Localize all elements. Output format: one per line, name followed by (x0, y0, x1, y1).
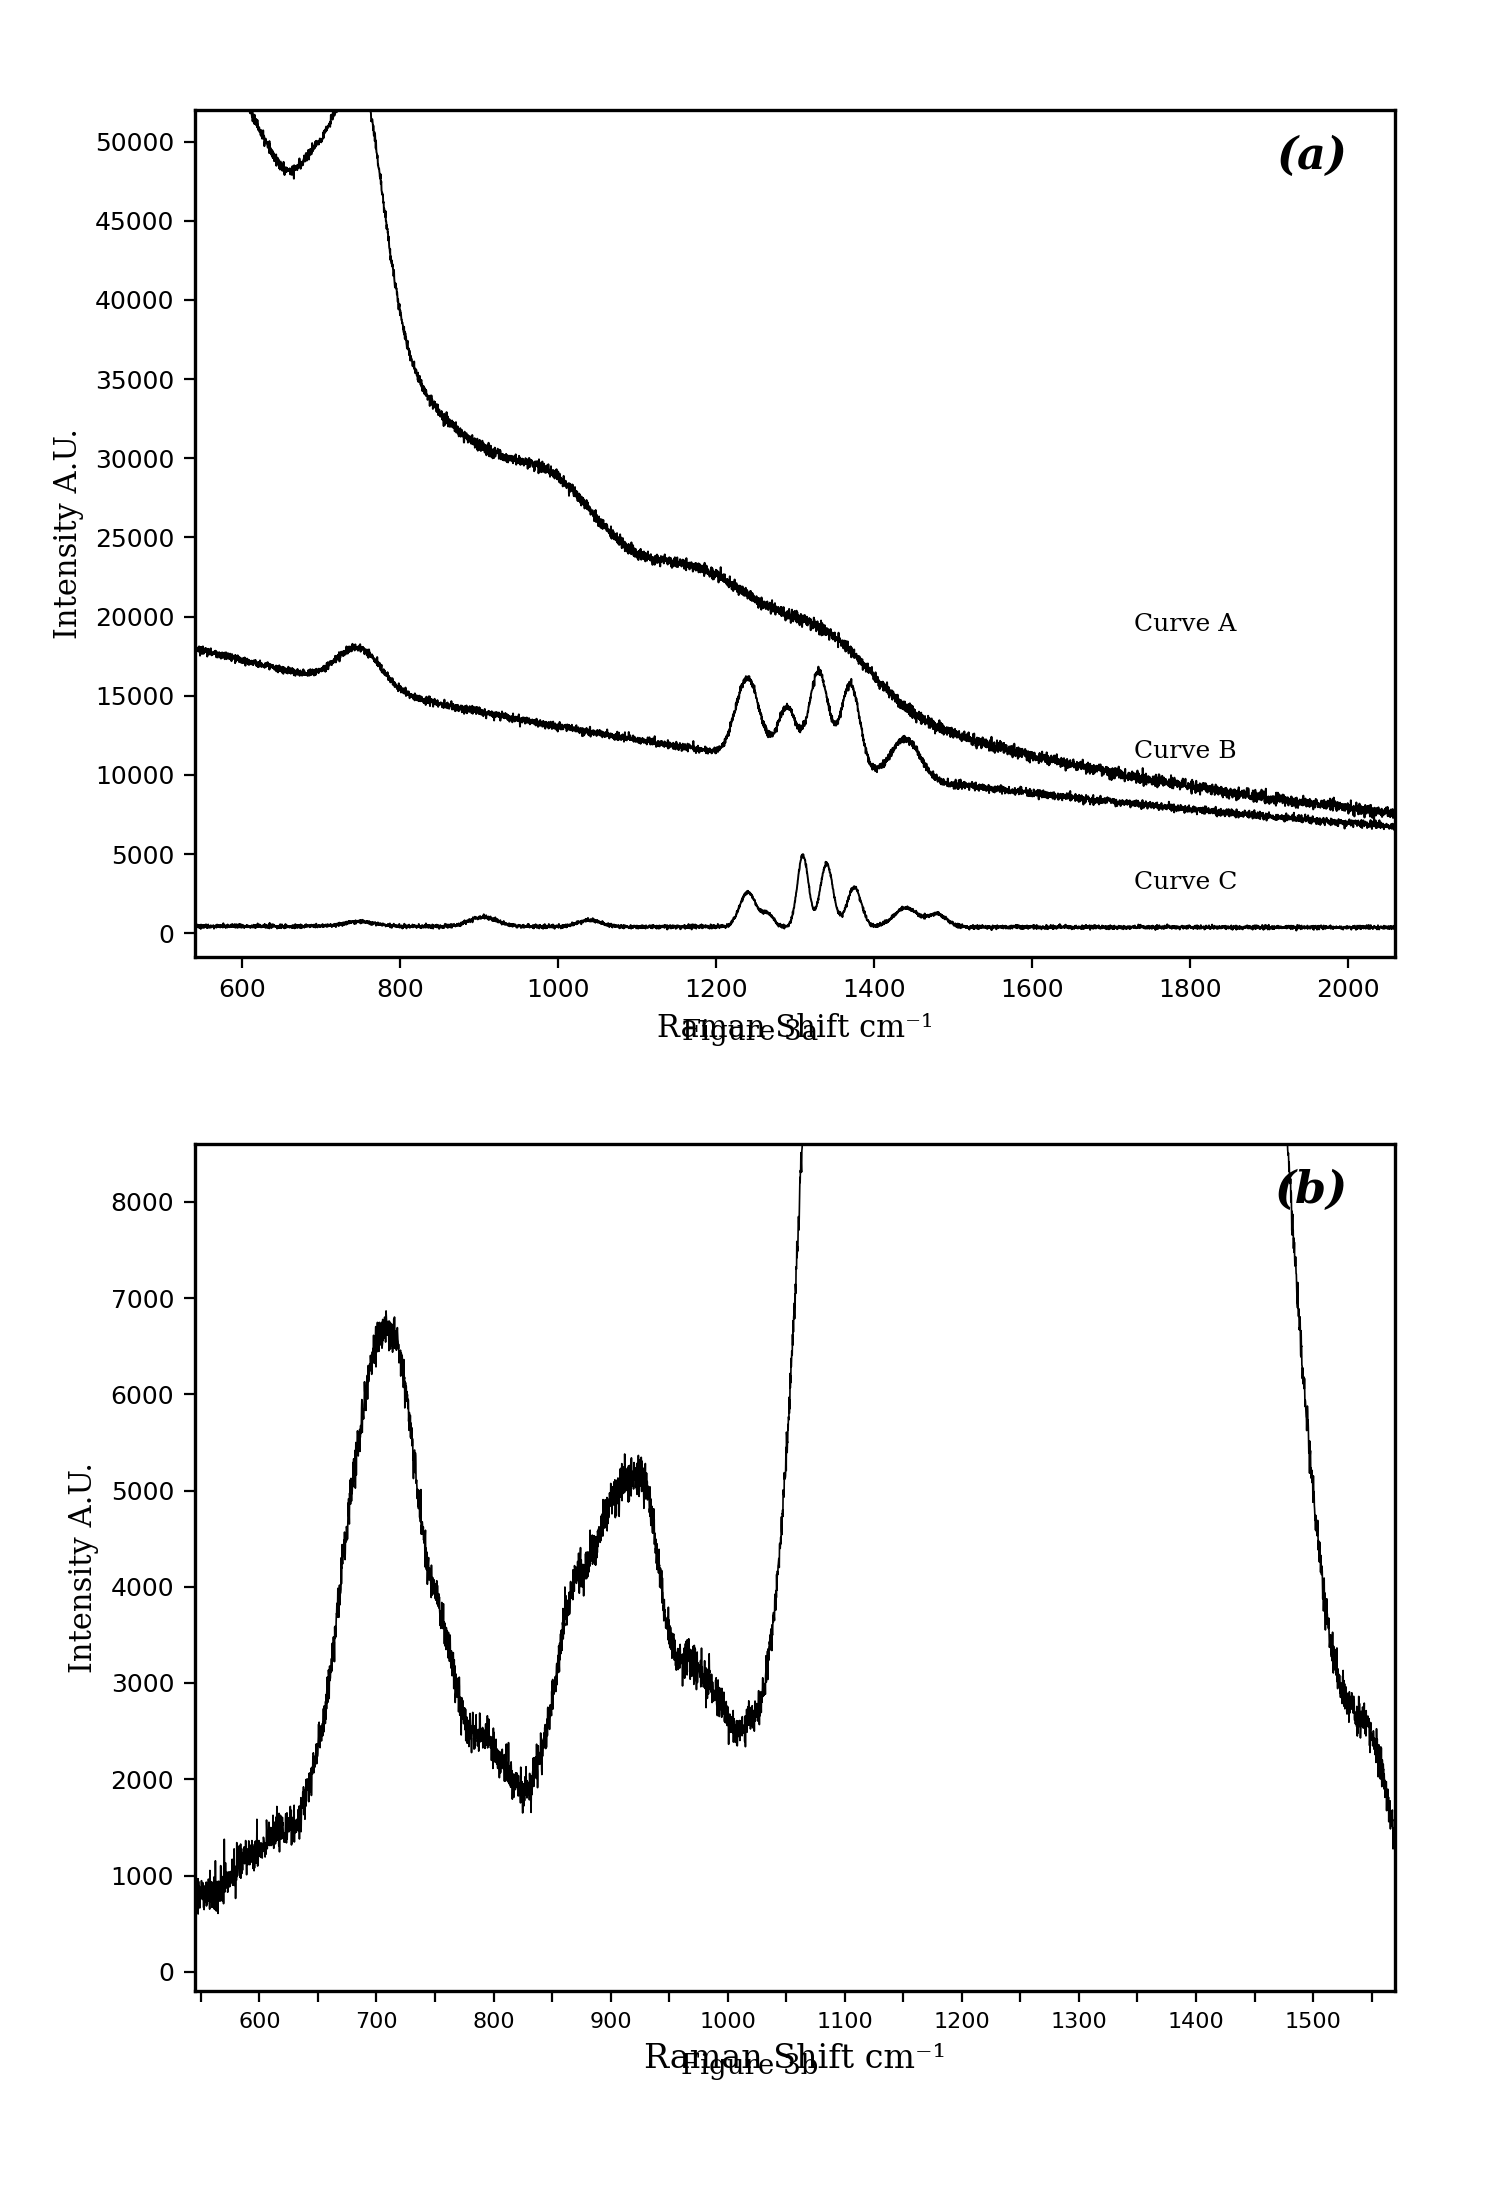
X-axis label: Raman Shift cm⁻¹: Raman Shift cm⁻¹ (657, 1012, 933, 1045)
Text: Curve C: Curve C (1134, 871, 1238, 893)
Text: (b): (b) (1274, 1170, 1347, 1212)
Text: Figure 3a: Figure 3a (682, 1019, 818, 1045)
Y-axis label: Intensity A.U.: Intensity A.U. (69, 1463, 99, 1672)
Text: (a): (a) (1276, 136, 1347, 178)
X-axis label: Raman Shift cm⁻¹: Raman Shift cm⁻¹ (644, 2044, 946, 2075)
Y-axis label: Intensity A.U.: Intensity A.U. (53, 429, 84, 638)
Text: Curve B: Curve B (1134, 739, 1238, 763)
Text: Figure 3b: Figure 3b (681, 2053, 819, 2079)
Text: Curve A: Curve A (1134, 614, 1238, 636)
